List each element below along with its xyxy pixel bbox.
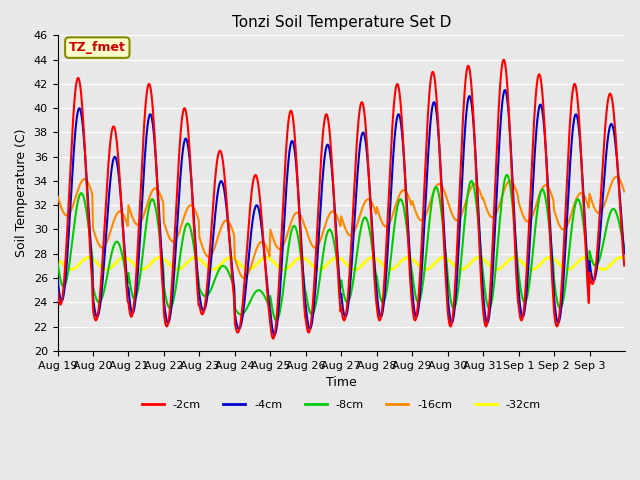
Y-axis label: Soil Temperature (C): Soil Temperature (C) — [15, 129, 28, 257]
X-axis label: Time: Time — [326, 376, 356, 389]
Text: TZ_fmet: TZ_fmet — [69, 41, 125, 54]
Legend: -2cm, -4cm, -8cm, -16cm, -32cm: -2cm, -4cm, -8cm, -16cm, -32cm — [138, 396, 545, 415]
Title: Tonzi Soil Temperature Set D: Tonzi Soil Temperature Set D — [232, 15, 451, 30]
